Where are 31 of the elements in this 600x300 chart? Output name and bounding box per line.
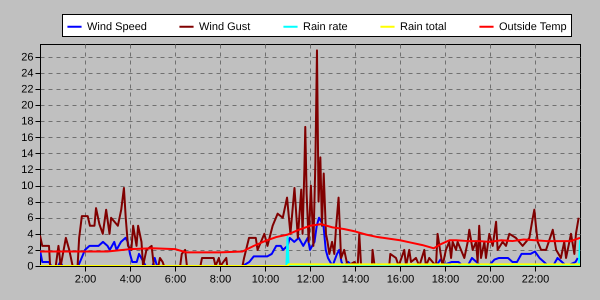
y-tick-label: 4 xyxy=(27,228,34,240)
x-tick-label: 12:00 xyxy=(296,274,324,286)
y-tick-label: 20 xyxy=(21,100,34,112)
y-tick-label: 10 xyxy=(21,180,34,192)
x-tick-label: 4:00 xyxy=(120,274,142,286)
x-tick-label: 10:00 xyxy=(252,274,280,286)
x-tick-label: 6:00 xyxy=(164,274,186,286)
y-tick-label: 14 xyxy=(21,148,34,160)
x-tick-label: 2:00 xyxy=(74,274,96,286)
y-tick-label: 6 xyxy=(27,212,34,224)
y-tick-label: 24 xyxy=(21,67,34,80)
x-tick-label: 22:00 xyxy=(522,274,550,286)
legend-label: Outside Temp xyxy=(499,20,567,33)
x-tick-label: 18:00 xyxy=(432,274,460,286)
legend-label: Wind Gust xyxy=(199,20,250,33)
y-tick-label: 2 xyxy=(27,244,34,256)
y-tick-label: 12 xyxy=(21,164,34,176)
y-tick-label: 0 xyxy=(27,260,34,272)
line-series xyxy=(40,223,580,254)
y-tick-label: 18 xyxy=(21,116,34,128)
x-tick-label: 14:00 xyxy=(342,274,370,286)
y-tick-label: 26 xyxy=(21,51,34,64)
legend-label: Rain rate xyxy=(303,20,348,33)
y-tick-label: 8 xyxy=(27,196,34,208)
y-tick-label: 16 xyxy=(21,132,34,144)
legend-label: Rain total xyxy=(400,20,446,33)
y-tick-label: 22 xyxy=(21,84,34,96)
legend-label: Wind Speed xyxy=(87,20,147,33)
x-tick-label: 16:00 xyxy=(386,274,414,286)
x-tick-label: 8:00 xyxy=(210,274,232,286)
x-tick-label: 20:00 xyxy=(476,274,504,286)
